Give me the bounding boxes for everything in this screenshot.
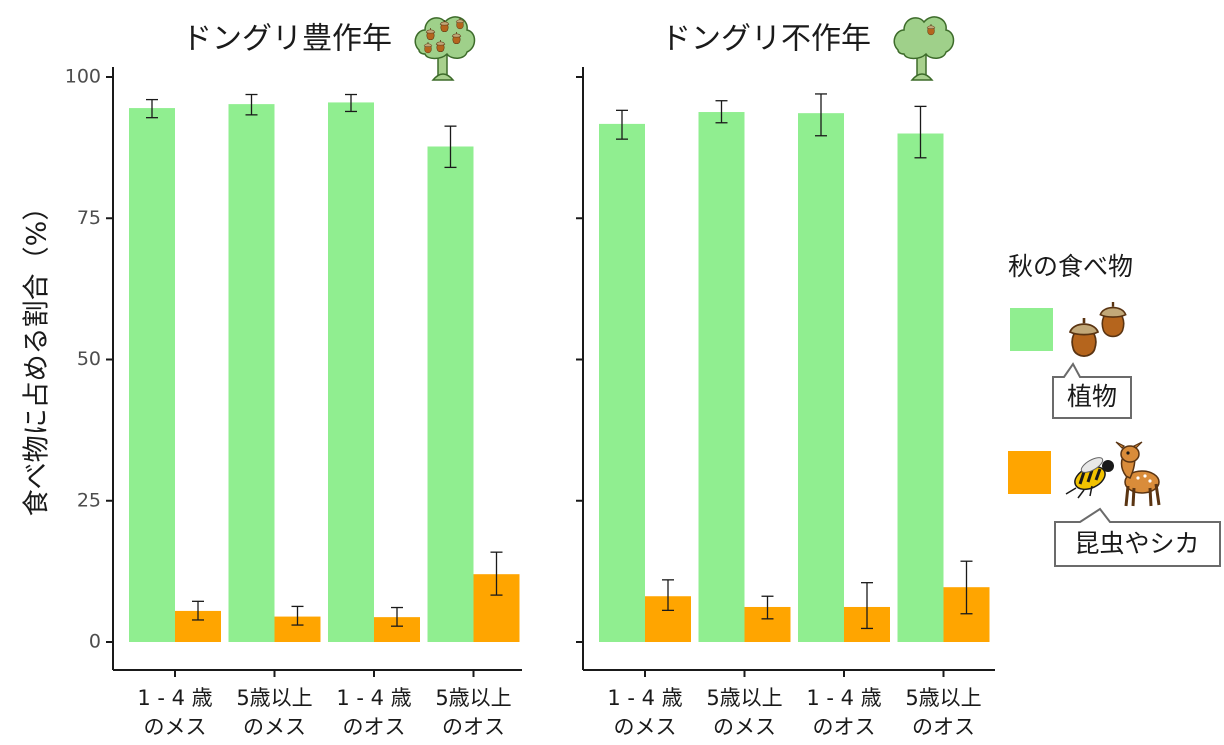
x-tick-label: 1 - 4 歳 bbox=[336, 686, 411, 710]
x-tick-label: のメス bbox=[243, 715, 306, 739]
x-tick-label: 1 - 4 歳 bbox=[137, 686, 212, 710]
wasp-icon bbox=[1065, 457, 1114, 499]
acorns-icon bbox=[1068, 302, 1127, 358]
bar-plant bbox=[599, 123, 645, 642]
legend-label-plant: 植物 bbox=[1067, 382, 1117, 411]
x-tick-label: のオス bbox=[442, 715, 505, 739]
x-tick-label: 1 - 4 歳 bbox=[806, 686, 881, 710]
bar-plant bbox=[698, 112, 745, 642]
legend-callout-plant: 植物 bbox=[1052, 362, 1132, 419]
oak-tree-with-acorns-icon bbox=[414, 16, 476, 81]
legend-label-animal: 昆虫やシカ bbox=[1074, 529, 1199, 558]
bar-plant bbox=[427, 146, 474, 642]
bar-plant bbox=[228, 104, 275, 643]
panel-title: ドングリ豊作年 bbox=[182, 22, 392, 57]
bar-plant bbox=[328, 102, 374, 643]
y-tick-label: 0 bbox=[89, 631, 101, 653]
legend-swatch-animal bbox=[1008, 451, 1051, 494]
bar-plant bbox=[129, 108, 175, 642]
legend-swatch-plant bbox=[1010, 308, 1053, 351]
x-tick-label: 1 - 4 歳 bbox=[607, 686, 682, 710]
x-tick-label: のオス bbox=[813, 715, 876, 739]
panel-title: ドングリ不作年 bbox=[661, 22, 871, 57]
x-tick-label: のメス bbox=[713, 715, 776, 739]
x-tick-label: のメス bbox=[144, 715, 207, 739]
legend: 秋の食べ物 植物 bbox=[1008, 252, 1221, 567]
x-tick-label: のオス bbox=[912, 715, 975, 739]
bar-plant bbox=[798, 113, 844, 642]
x-tick-label: 5歳以上 bbox=[706, 686, 782, 710]
legend-callout-animal: 昆虫やシカ bbox=[1054, 507, 1221, 567]
x-tick-label: のオス bbox=[343, 715, 406, 739]
bar-plant bbox=[897, 133, 944, 642]
x-tick-label: のメス bbox=[614, 715, 677, 739]
fawn-icon bbox=[1115, 441, 1161, 507]
y-tick-label: 100 bbox=[65, 66, 101, 88]
y-axis-label: 食べ物に占める割合（%） bbox=[22, 194, 53, 517]
y-tick-label: 75 bbox=[77, 207, 101, 229]
wasp-and-fawn-icon bbox=[1065, 441, 1161, 507]
x-tick-label: 5歳以上 bbox=[236, 686, 312, 710]
oak-tree-icon bbox=[893, 16, 955, 81]
y-tick-label: 50 bbox=[77, 348, 101, 370]
legend-title: 秋の食べ物 bbox=[1008, 252, 1133, 281]
x-tick-label: 5歳以上 bbox=[435, 686, 511, 710]
y-tick-label: 25 bbox=[77, 489, 101, 511]
x-tick-label: 5歳以上 bbox=[905, 686, 981, 710]
